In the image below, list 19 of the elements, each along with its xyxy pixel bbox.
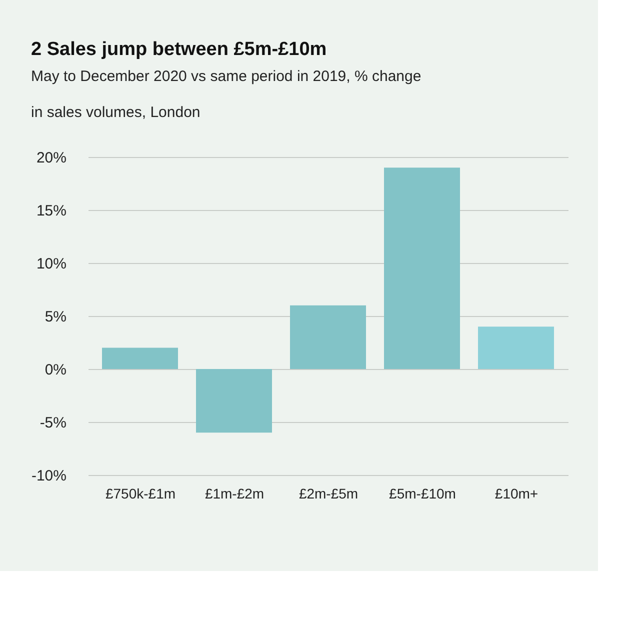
bar	[196, 369, 272, 433]
y-tick-label: 5%	[44, 308, 66, 326]
x-tick-label: £5m-£10m	[389, 486, 456, 502]
x-tick-label: £1m-£2m	[204, 486, 264, 502]
x-tick-label: £2m-£5m	[298, 486, 358, 502]
y-tick-label: 15%	[36, 202, 66, 220]
bar	[478, 326, 554, 369]
y-tick-label: -10%	[31, 468, 66, 484]
y-tick-label: 20%	[36, 150, 66, 166]
bar	[290, 305, 366, 369]
y-tick-label: -5%	[40, 414, 66, 432]
chart-title: 2 Sales jump between £5m-£10m	[30, 39, 327, 60]
x-tick-label: £10m+	[494, 486, 538, 502]
y-tick-label: 0%	[44, 362, 66, 378]
bar	[384, 168, 460, 369]
bar	[102, 348, 178, 369]
y-tick-label: 10%	[36, 256, 66, 272]
x-tick-label: £750k-£1m	[105, 486, 176, 502]
text: May to December 2020 vs same period in 2019, % change in sales volumes, London	[30, 68, 422, 121]
